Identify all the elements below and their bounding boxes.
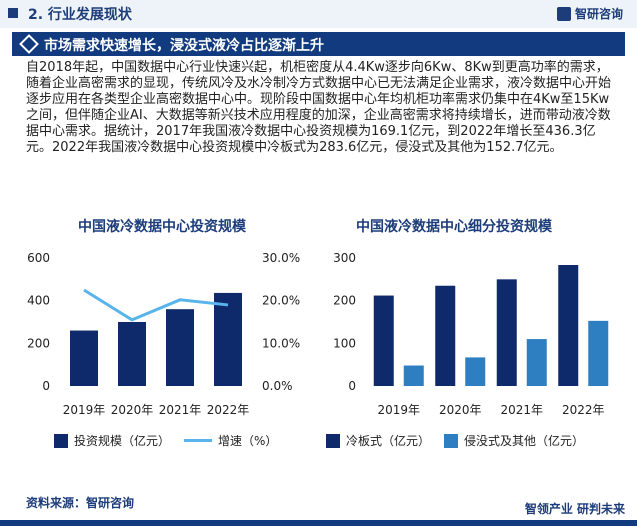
diamond-icon bbox=[19, 34, 39, 54]
legend-label-investment: 投资规模（亿元） bbox=[74, 434, 171, 448]
chart1-legend: 投资规模（亿元） 增速（%） bbox=[54, 432, 291, 449]
chart2-title: 中国液冷数据中心细分投资规模 bbox=[356, 219, 552, 235]
bar-investment bbox=[214, 292, 242, 386]
brand-name: 智研咨询 bbox=[574, 7, 623, 21]
x-tick-label: 2022年 bbox=[207, 403, 250, 417]
source-note: 资料来源：智研咨询 bbox=[26, 496, 135, 510]
headline-title: 市场需求快速增长，浸没式液冷占比逐渐上升 bbox=[44, 38, 324, 54]
y-tick-label: 400 bbox=[27, 294, 50, 308]
bar-investment bbox=[70, 330, 98, 386]
logo-icon bbox=[556, 6, 571, 21]
legend-item-immersion: 侵没式及其他（亿元） bbox=[444, 432, 584, 449]
bar-coldplate bbox=[435, 285, 456, 386]
bar-immersion bbox=[403, 365, 424, 386]
brand-logo: 智研咨询 bbox=[556, 5, 623, 22]
legend-label-growth: 增速（%） bbox=[218, 434, 278, 448]
chart1-title: 中国液冷数据中心投资规模 bbox=[78, 219, 246, 235]
x-tick-label: 2020年 bbox=[439, 403, 482, 417]
y2-tick-label: 10.0% bbox=[262, 336, 300, 350]
legend-swatch-growth bbox=[184, 439, 213, 442]
y-tick-label: 200 bbox=[333, 294, 356, 308]
y-tick-label: 600 bbox=[27, 251, 50, 265]
legend-item-investment: 投资规模（亿元） bbox=[54, 432, 170, 449]
bar-coldplate bbox=[373, 295, 394, 386]
y2-tick-label: 30.0% bbox=[262, 251, 300, 265]
legend-swatch-coldplate bbox=[326, 433, 340, 448]
y2-tick-label: 0.0% bbox=[262, 379, 293, 393]
section-title: 2. 行业发展现状 bbox=[28, 7, 132, 23]
x-tick-label: 2020年 bbox=[111, 403, 154, 417]
y-tick-label: 300 bbox=[333, 251, 356, 265]
description-paragraph: 自2018年起，中国数据中心行业快速兴起，机柜密度从4.4Kw逐步向6Kw、8K… bbox=[26, 60, 612, 155]
bar-coldplate bbox=[558, 264, 579, 386]
headline-banner: 市场需求快速增长，浸没式液冷占比逐渐上升 bbox=[12, 32, 625, 56]
y-tick-label: 0 bbox=[348, 379, 356, 393]
bar-immersion bbox=[465, 357, 486, 386]
legend-label-coldplate: 冷板式（亿元） bbox=[346, 434, 431, 448]
legend-item-coldplate: 冷板式（亿元） bbox=[326, 432, 430, 449]
bar-immersion bbox=[526, 339, 547, 386]
section-header: 2. 行业发展现状 智研咨询 bbox=[0, 0, 637, 28]
y-tick-label: 200 bbox=[27, 336, 50, 350]
x-tick-label: 2022年 bbox=[562, 403, 605, 417]
legend-label-immersion: 侵没式及其他（亿元） bbox=[464, 434, 585, 448]
bar-investment bbox=[166, 309, 194, 386]
legend-item-growth: 增速（%） bbox=[184, 432, 277, 449]
y-tick-label: 0 bbox=[42, 379, 50, 393]
section-marker bbox=[8, 8, 18, 18]
x-tick-label: 2021年 bbox=[159, 403, 202, 417]
bar-investment bbox=[118, 322, 146, 386]
y-tick-label: 100 bbox=[333, 336, 356, 350]
chart1-investment: 0 200 400 600 0.0% 10.0% 20.0% 30.0% 2019年 2020年 2… bbox=[27, 251, 300, 417]
footer-brand: 智领产业 研判未来 bbox=[524, 502, 625, 516]
legend-swatch-investment bbox=[54, 433, 68, 448]
legend-swatch-immersion bbox=[444, 433, 459, 448]
y2-tick-label: 20.0% bbox=[262, 294, 300, 308]
x-tick-label: 2021年 bbox=[500, 403, 543, 417]
chart2-legend: 冷板式（亿元） 侵没式及其他（亿元） bbox=[326, 432, 598, 449]
x-tick-label: 2019年 bbox=[63, 403, 106, 417]
bar-coldplate bbox=[496, 279, 517, 386]
growth-line bbox=[83, 288, 229, 322]
chart2-breakdown: 0 100 200 300 2019年 2020年 2021年 2022年 bbox=[333, 251, 609, 417]
footer-bar bbox=[0, 520, 637, 526]
x-tick-label: 2019年 bbox=[377, 403, 420, 417]
bar-immersion bbox=[588, 320, 609, 386]
